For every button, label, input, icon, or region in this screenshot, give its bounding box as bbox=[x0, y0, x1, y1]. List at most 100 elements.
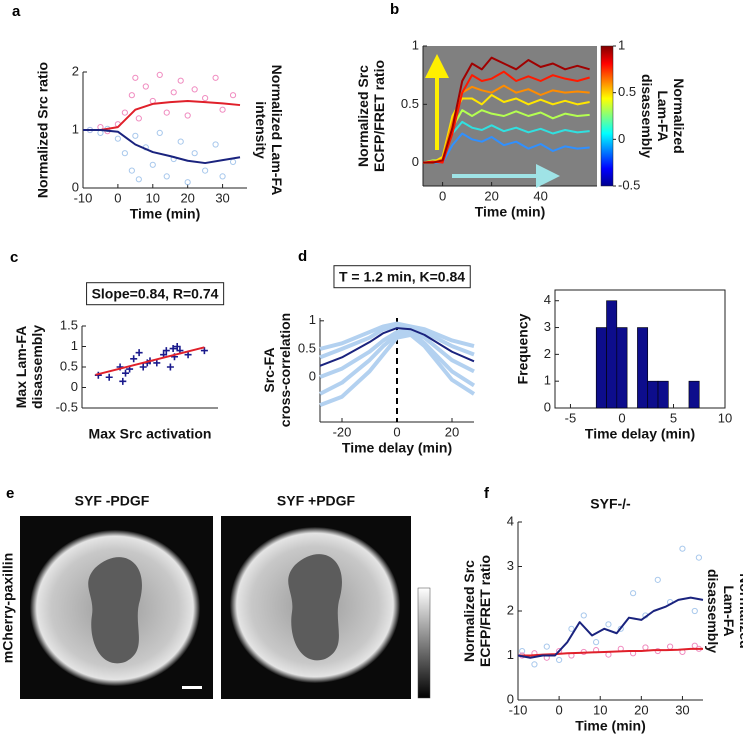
x-tick-label: 0 bbox=[393, 424, 400, 439]
marker bbox=[177, 138, 184, 145]
x-tick-label: 0 bbox=[439, 188, 446, 203]
marker bbox=[114, 135, 121, 142]
y-tick-label: 3 bbox=[507, 558, 514, 573]
marker bbox=[191, 150, 198, 157]
y-tick-label: 1.5 bbox=[60, 317, 78, 332]
line bbox=[517, 596, 704, 659]
x-tick-label: -10 bbox=[509, 702, 528, 717]
line bbox=[423, 84, 590, 164]
line bbox=[319, 327, 475, 367]
micrograph-label: mCherry-paxillin bbox=[0, 553, 16, 663]
marker bbox=[156, 71, 163, 79]
bar bbox=[637, 327, 649, 409]
marker bbox=[177, 77, 184, 84]
marker bbox=[593, 639, 600, 646]
marker bbox=[132, 74, 139, 81]
bar bbox=[595, 327, 607, 409]
y-tick-label: 0.5 bbox=[298, 340, 316, 355]
y-axis-label: Normalized SrcECFP/FRET ratio bbox=[355, 60, 387, 172]
marker bbox=[630, 590, 637, 597]
marker bbox=[121, 150, 128, 157]
y-tick-label: 1 bbox=[544, 373, 551, 388]
marker bbox=[568, 625, 575, 632]
y-tick-label: 0 bbox=[309, 368, 316, 383]
marker bbox=[695, 554, 702, 561]
bar bbox=[657, 380, 669, 409]
marker bbox=[122, 369, 130, 377]
marker bbox=[156, 129, 163, 136]
marker bbox=[166, 363, 174, 371]
y-axis-label: Normalized Src ratio bbox=[35, 62, 51, 198]
line bbox=[83, 100, 241, 131]
y-tick-label: 1 bbox=[412, 37, 419, 52]
micrograph-title: SYF +PDGF bbox=[277, 493, 356, 509]
marker bbox=[149, 161, 156, 168]
panel-label: b bbox=[390, 1, 399, 18]
x-tick-label: 5 bbox=[670, 410, 677, 425]
marker bbox=[617, 625, 624, 632]
marker bbox=[184, 179, 191, 186]
x-axis-label: Time (min) bbox=[130, 206, 201, 222]
y-tick-label: 4 bbox=[507, 513, 514, 528]
y-tick-label: 0 bbox=[71, 379, 78, 394]
marker bbox=[202, 167, 209, 174]
y-tick-label: 2 bbox=[72, 63, 79, 78]
x-tick-label: 10 bbox=[146, 190, 160, 205]
x-axis-label: Max Src activation bbox=[89, 426, 212, 442]
x-axis-label: Time delay (min) bbox=[342, 440, 452, 456]
x-tick-label: 0 bbox=[618, 410, 625, 425]
panel-label: a bbox=[12, 3, 21, 20]
bar bbox=[688, 380, 700, 409]
y-tick-label: 1 bbox=[71, 338, 78, 353]
x-axis-label: Time (min) bbox=[575, 718, 646, 734]
y-tick-label: 1 bbox=[72, 121, 79, 136]
panel-label: c bbox=[10, 249, 18, 266]
x-tick-label: 40 bbox=[533, 188, 547, 203]
y-tick-label: 3 bbox=[544, 319, 551, 334]
marker bbox=[162, 347, 170, 355]
y2-axis-label: NormalizedLam-FAdisassembly bbox=[639, 74, 687, 158]
colorbar bbox=[600, 45, 614, 187]
x-tick-label: 30 bbox=[215, 190, 229, 205]
x-tick-label: -10 bbox=[74, 190, 93, 205]
chart-title: Slope=0.84, R=0.74 bbox=[92, 286, 219, 302]
line bbox=[319, 324, 475, 360]
y-tick-label: 2 bbox=[507, 602, 514, 617]
marker bbox=[543, 643, 550, 650]
marker bbox=[219, 173, 226, 180]
bar bbox=[606, 300, 618, 409]
marker bbox=[163, 173, 170, 180]
y2-axis-label: NormalizedLam-FAdisassembly bbox=[705, 569, 743, 653]
x-tick-label: -20 bbox=[333, 424, 352, 439]
marker bbox=[679, 545, 686, 552]
colorbar-tick-label: 0 bbox=[618, 131, 625, 146]
bar bbox=[647, 380, 659, 409]
y-axis-label: Max Lam-FAdisassembly bbox=[13, 325, 45, 409]
marker bbox=[121, 109, 128, 116]
x-tick-label: -5 bbox=[565, 410, 577, 425]
marker bbox=[691, 607, 698, 615]
line bbox=[319, 332, 476, 408]
y-tick-label: 0 bbox=[412, 154, 419, 169]
marker bbox=[105, 373, 113, 381]
x-tick-label: 20 bbox=[484, 188, 498, 203]
marker bbox=[580, 612, 587, 619]
micrograph-1 bbox=[20, 516, 213, 699]
title-box bbox=[86, 282, 225, 306]
marker bbox=[153, 359, 161, 367]
line bbox=[423, 132, 590, 164]
bar bbox=[616, 327, 628, 409]
x-axis-label: Time delay (min) bbox=[585, 426, 695, 442]
colorbar-tick-label: 0.5 bbox=[618, 84, 636, 99]
line bbox=[319, 321, 475, 351]
x-tick-label: 20 bbox=[445, 424, 459, 439]
x-tick-label: 0 bbox=[555, 702, 562, 717]
marker bbox=[128, 92, 135, 99]
x-tick-label: 10 bbox=[718, 410, 732, 425]
chart-title: T = 1.2 min, K=0.84 bbox=[339, 269, 465, 285]
line bbox=[518, 647, 703, 657]
marker bbox=[184, 112, 191, 119]
y-axis-label: Frequency bbox=[515, 313, 531, 384]
marker bbox=[212, 74, 219, 81]
